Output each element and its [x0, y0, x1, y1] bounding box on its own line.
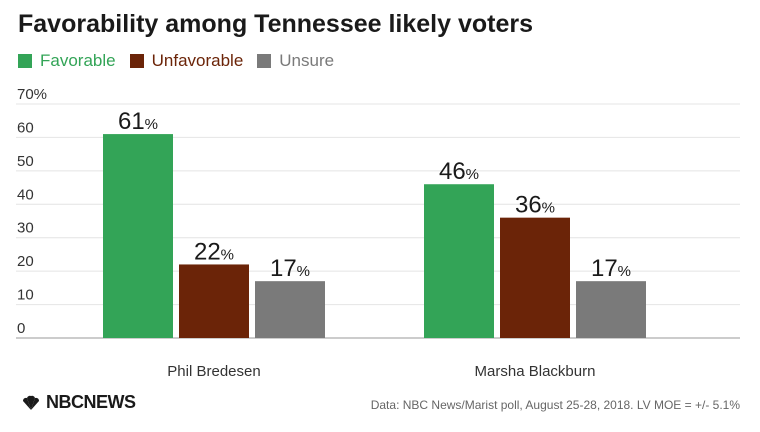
data-label: 17%: [591, 255, 631, 282]
bar: [103, 134, 173, 338]
data-label: 46%: [439, 158, 479, 185]
legend-label-favorable: Favorable: [40, 51, 116, 70]
y-tick-label: 50: [17, 153, 34, 170]
x-category-label: Marsha Blackburn: [475, 363, 596, 380]
data-label: 36%: [515, 192, 555, 219]
nbc-news-logo: NBCNEWS: [20, 392, 136, 413]
legend-item-favorable: Favorable: [18, 51, 116, 71]
y-tick-label: 30: [17, 220, 34, 237]
legend-item-unfavorable: Unfavorable: [129, 51, 244, 71]
y-tick-label: 70%: [17, 86, 47, 103]
y-tick-label: 20: [17, 253, 34, 270]
peacock-icon: [22, 395, 40, 410]
legend-label-unfavorable: Unfavorable: [151, 51, 244, 70]
legend-item-unsure: Unsure: [257, 51, 334, 71]
bar: [500, 217, 570, 338]
y-tick-label: 40: [17, 186, 34, 203]
y-tick-label: 0: [17, 320, 25, 337]
data-label: 61%: [118, 108, 158, 135]
legend-swatch-favorable: [18, 54, 32, 68]
y-tick-label: 10: [17, 287, 34, 304]
chart-title: Favorability among Tennessee likely vote…: [18, 10, 534, 38]
legend-swatch-unsure: [257, 54, 272, 68]
bar: [576, 281, 646, 338]
y-tick-label: 60: [17, 119, 34, 136]
x-category-label: Phil Bredesen: [167, 363, 260, 380]
data-label: 22%: [194, 238, 234, 265]
source-note: Data: NBC News/Marist poll, August 25-28…: [370, 398, 740, 412]
bar: [424, 184, 494, 338]
data-label: 17%: [270, 255, 310, 282]
chart-legend: Favorable Unfavorable Unsure: [18, 51, 348, 71]
legend-label-unsure: Unsure: [279, 51, 335, 70]
bar: [255, 281, 325, 338]
bar: [179, 264, 249, 338]
legend-swatch-unfavorable: [129, 54, 144, 68]
nbc-news-wordmark: NBCNEWS: [46, 392, 136, 412]
